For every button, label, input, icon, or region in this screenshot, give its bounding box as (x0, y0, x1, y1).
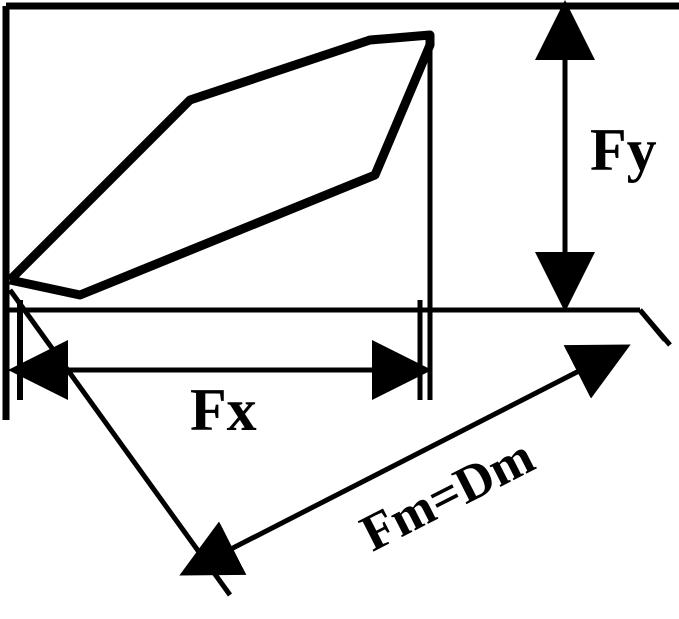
fm-label: Fm=Dm (352, 428, 543, 563)
particle-outline (10, 35, 430, 295)
fx-label: Fx (190, 377, 257, 443)
fy-label: Fy (590, 117, 657, 183)
fm-perp-line-2 (640, 310, 665, 340)
feret-diameter-diagram: Fy Fx Fm=Dm (0, 0, 679, 619)
